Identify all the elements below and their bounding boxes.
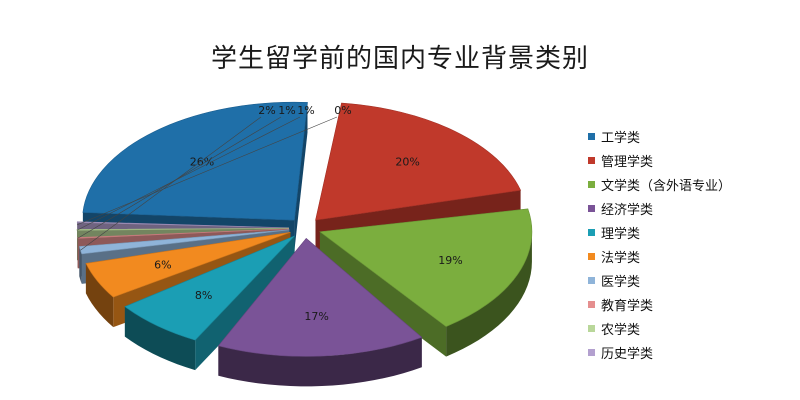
legend: 工学类管理学类文学类（含外语专业） 经济学类理学类法学类医学类教育学类农学类历史学…: [588, 124, 731, 364]
legend-item: 管理学类: [588, 148, 731, 172]
pie-slice-rim: [446, 231, 532, 357]
pie-slice-rim: [85, 263, 114, 328]
slice-label: 1%: [297, 104, 314, 117]
leader-line: [80, 116, 262, 251]
legend-label: 文学类（含外语专业）: [601, 178, 732, 194]
legend-item: 法学类: [588, 244, 731, 268]
legend-item: 工学类: [588, 124, 731, 148]
pie-slice-rim: [124, 306, 196, 371]
legend-item: 文学类（含外语专业）: [588, 172, 731, 196]
legend-swatch: [588, 132, 595, 140]
legend-label: 历史学类: [601, 346, 654, 362]
leader-line: [76, 116, 301, 231]
legend-swatch: [588, 324, 595, 332]
leader-line: [77, 116, 282, 239]
legend-label: 农学类: [601, 322, 641, 338]
slice-label: 17%: [304, 310, 328, 323]
slice-label: 0%: [334, 104, 351, 117]
pie-slice-top: [85, 231, 291, 298]
legend-swatch: [588, 228, 595, 236]
pie-slice-side: [294, 102, 308, 251]
legend-label: 医学类: [601, 274, 641, 290]
pie-slice-top: [315, 102, 522, 221]
legend-label: 管理学类: [601, 154, 654, 170]
legend-label: 经济学类: [601, 202, 654, 218]
legend-item: 农学类: [588, 316, 731, 340]
pie-slice: [124, 235, 295, 371]
legend-item: 经济学类: [588, 196, 731, 220]
legend-swatch: [588, 156, 595, 164]
slice-label: 8%: [195, 289, 212, 302]
legend-swatch: [588, 300, 595, 308]
pie-slice: [319, 208, 533, 357]
slice-label: 6%: [154, 258, 171, 271]
pie-slice-top: [78, 229, 290, 255]
pie-slice-rim: [79, 246, 82, 284]
slice-label: 20%: [395, 156, 419, 169]
legend-label: 理学类: [601, 226, 641, 242]
pie-slice-top: [217, 237, 423, 357]
slice-label: 1%: [278, 104, 295, 117]
pie-slice: [217, 237, 423, 387]
leader-line: [76, 116, 338, 226]
slice-label: 19%: [438, 254, 462, 267]
legend-item: 医学类: [588, 268, 731, 292]
pie-slice-rim: [218, 337, 422, 387]
pie-slice-top: [82, 101, 308, 221]
chart-title: 学生留学前的国内专业背景类别: [210, 44, 589, 74]
slice-label: 26%: [190, 156, 214, 169]
legend-label: 教育学类: [601, 298, 654, 314]
legend-item: 理学类: [588, 220, 731, 244]
legend-swatch: [588, 204, 595, 212]
legend-label: 法学类: [601, 250, 641, 266]
legend-swatch: [588, 252, 595, 260]
legend-item: 历史学类: [588, 340, 731, 364]
pie-slice-top: [319, 208, 533, 327]
pie-slice-side: [319, 231, 447, 357]
legend-swatch: [588, 276, 595, 284]
legend-swatch: [588, 180, 595, 188]
pie-slice-top: [124, 235, 295, 341]
slice-label: 2%: [258, 104, 275, 117]
pie-slice-top: [76, 221, 290, 229]
legend-swatch: [588, 348, 595, 356]
legend-label: 工学类: [601, 130, 641, 146]
legend-item: 教育学类: [588, 292, 731, 316]
